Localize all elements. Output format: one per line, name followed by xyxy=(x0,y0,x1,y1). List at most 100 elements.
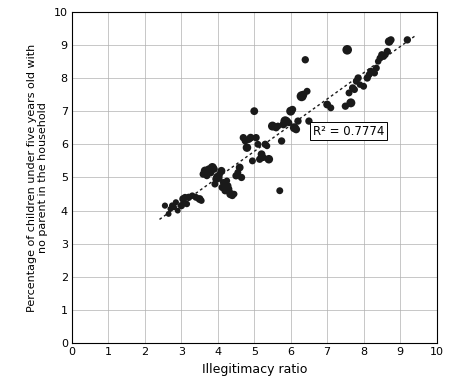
Point xyxy=(234,169,242,176)
Point xyxy=(284,118,291,124)
Point xyxy=(220,179,227,186)
Point xyxy=(384,48,391,55)
Point xyxy=(207,169,214,176)
Point xyxy=(247,135,254,141)
Point xyxy=(225,183,232,189)
Point xyxy=(382,52,389,58)
Point xyxy=(364,75,371,81)
Point xyxy=(344,47,351,53)
Point xyxy=(212,181,219,187)
Point xyxy=(371,70,378,76)
Point xyxy=(278,138,285,144)
Point xyxy=(181,194,189,200)
X-axis label: Illegitimacy ratio: Illegitimacy ratio xyxy=(202,363,307,376)
Point xyxy=(180,196,187,202)
Point xyxy=(378,52,386,58)
Point xyxy=(169,202,176,209)
Point xyxy=(189,193,196,199)
Point xyxy=(298,93,305,99)
Point xyxy=(305,118,312,124)
Point xyxy=(245,136,252,142)
Point xyxy=(387,37,395,43)
Point xyxy=(249,158,256,164)
Point xyxy=(172,199,180,206)
Point xyxy=(192,194,199,200)
Point xyxy=(289,106,296,113)
Point xyxy=(216,171,223,177)
Point xyxy=(219,184,226,190)
Point xyxy=(269,123,276,129)
Point xyxy=(167,206,174,212)
Point xyxy=(258,151,265,157)
Point xyxy=(273,125,280,131)
Point xyxy=(230,191,238,197)
Point xyxy=(183,201,190,207)
Point xyxy=(276,188,284,194)
Point xyxy=(232,173,239,179)
Point xyxy=(229,193,236,199)
Point xyxy=(356,82,364,88)
Point xyxy=(367,68,374,74)
Point xyxy=(200,171,207,177)
Point xyxy=(227,191,234,197)
Point xyxy=(353,78,360,85)
Point xyxy=(324,101,331,108)
Point xyxy=(252,135,260,141)
Point xyxy=(178,202,185,209)
Point xyxy=(380,53,387,60)
Point xyxy=(349,85,356,91)
Point xyxy=(287,108,294,114)
Point xyxy=(212,176,220,182)
Point xyxy=(238,174,245,181)
Point xyxy=(162,202,169,209)
Point xyxy=(285,120,292,126)
Point xyxy=(303,88,310,94)
Point xyxy=(256,156,263,162)
Point xyxy=(355,75,362,81)
Point xyxy=(265,156,272,162)
Point xyxy=(202,168,209,174)
Point xyxy=(221,188,229,194)
Point xyxy=(203,173,211,179)
Point xyxy=(254,141,261,147)
Point xyxy=(373,65,380,71)
Point xyxy=(223,177,230,184)
Point xyxy=(214,174,221,181)
Point xyxy=(347,100,355,106)
Point xyxy=(300,91,307,98)
Point xyxy=(243,145,251,151)
Point xyxy=(386,39,393,45)
Point xyxy=(261,141,269,147)
Point xyxy=(240,135,247,141)
Point xyxy=(209,165,216,171)
Point xyxy=(211,166,218,172)
Point xyxy=(294,118,302,124)
Point xyxy=(360,83,367,89)
Point xyxy=(376,55,383,61)
Point xyxy=(260,154,267,161)
Text: R² = 0.7774: R² = 0.7774 xyxy=(313,124,384,138)
Point xyxy=(205,166,212,172)
Point xyxy=(302,57,309,63)
Point xyxy=(351,87,358,93)
Point xyxy=(251,108,258,114)
Point xyxy=(274,123,282,129)
Point xyxy=(327,105,334,111)
Point xyxy=(225,186,232,192)
Point xyxy=(342,103,349,109)
Point xyxy=(236,165,243,171)
Point xyxy=(171,204,178,211)
Point xyxy=(291,125,298,131)
Point xyxy=(196,196,203,202)
Point xyxy=(198,198,205,204)
Point xyxy=(185,194,192,200)
Point xyxy=(365,72,373,78)
Point xyxy=(280,121,287,128)
Y-axis label: Percentage of children under five years old with
no parent in the household: Percentage of children under five years … xyxy=(27,43,48,312)
Point xyxy=(282,118,289,124)
Point xyxy=(174,207,181,214)
Point xyxy=(374,58,382,65)
Point xyxy=(346,90,353,96)
Point xyxy=(292,126,300,133)
Point xyxy=(242,138,249,144)
